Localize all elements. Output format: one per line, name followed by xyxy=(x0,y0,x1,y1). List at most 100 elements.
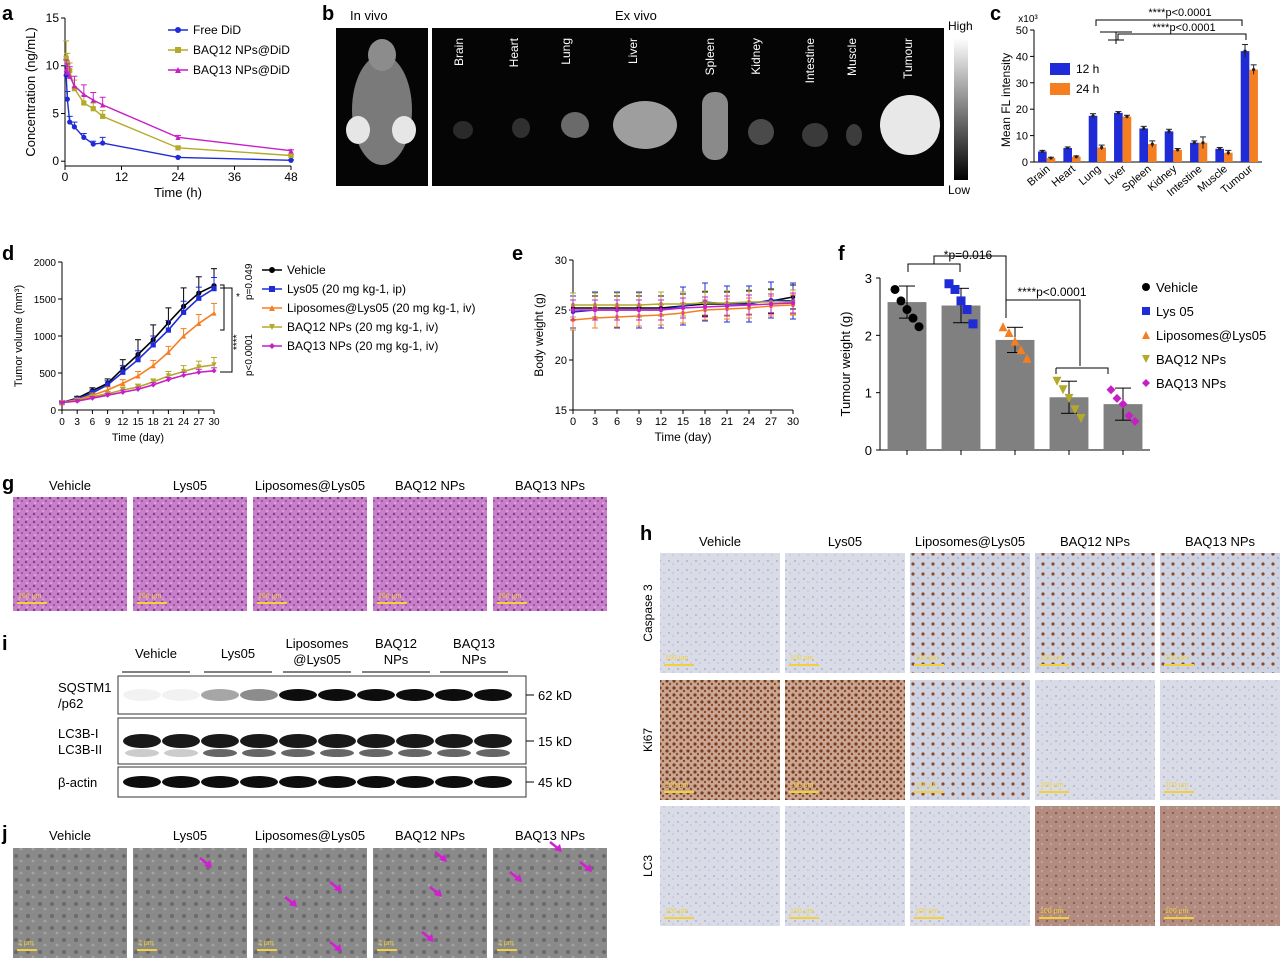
data-point xyxy=(1167,129,1171,133)
ihc-image xyxy=(910,806,1030,926)
data-point xyxy=(100,140,106,146)
data-point xyxy=(211,286,217,292)
blot-band xyxy=(125,749,159,757)
panel-label-i: i xyxy=(2,633,8,655)
scalebar-label: 100 μm xyxy=(1165,782,1189,789)
data-point xyxy=(181,333,187,339)
data-point xyxy=(1052,376,1062,386)
bar xyxy=(1038,151,1047,162)
organ-label: Muscle xyxy=(845,38,859,76)
y-tick-label: 1500 xyxy=(34,295,57,306)
x-tick-label: 6 xyxy=(90,417,96,428)
size-label: 62 kD xyxy=(538,688,572,703)
scalebar-label: 2 μm xyxy=(378,940,394,947)
data-point xyxy=(570,307,576,313)
data-point xyxy=(67,119,73,125)
group-label: Vehicle xyxy=(135,646,177,661)
data-point xyxy=(196,320,202,327)
ihc-image xyxy=(1035,553,1155,673)
y-tick-label: 10 xyxy=(1016,131,1028,143)
blot-band xyxy=(474,734,512,748)
legend-label: Liposomes@Lys05 (20 mg kg-1, iv) xyxy=(287,301,475,315)
data-point xyxy=(288,148,294,154)
x-tick-label: Brain xyxy=(1025,163,1052,189)
data-point xyxy=(702,304,708,310)
data-point xyxy=(1112,393,1122,403)
ihc-image xyxy=(660,806,780,926)
blot-band xyxy=(242,749,276,757)
legend-swatch xyxy=(1050,83,1070,95)
column-label: BAQ13 NPs xyxy=(1185,534,1256,549)
data-point xyxy=(896,296,906,306)
y-tick-label: 30 xyxy=(1016,78,1028,90)
x-tick-label: 24 xyxy=(743,416,755,428)
blot-band xyxy=(201,776,239,788)
ihc-image xyxy=(785,680,905,800)
y-tick-label: 15 xyxy=(555,405,567,417)
legend-label: Vehicle xyxy=(287,263,326,277)
column-label: Vehicle xyxy=(49,828,91,843)
organ-label: Intestine xyxy=(803,38,817,84)
data-point xyxy=(175,154,181,161)
data-point xyxy=(1218,147,1222,151)
scalebar-label: 2 μm xyxy=(18,940,34,947)
group-label: BAQ13 xyxy=(453,636,495,651)
scalebar-label: 100 μm xyxy=(1040,782,1064,789)
ex-vivo-label: Ex vivo xyxy=(615,8,657,23)
legend-label: Free DiD xyxy=(193,23,241,37)
ihc-image xyxy=(910,680,1030,800)
data-point xyxy=(962,305,972,315)
data-point xyxy=(1226,151,1230,155)
y-tick-label: 1000 xyxy=(34,332,57,343)
data-point xyxy=(135,373,141,379)
data-point xyxy=(956,296,966,306)
panel-g-he: Vehicle 100 μm Lys05 100 μm Liposomes@Lys05 1… xyxy=(13,478,607,611)
data-point xyxy=(1192,141,1196,145)
bar xyxy=(1122,116,1132,162)
he-image xyxy=(493,497,607,611)
data-point xyxy=(592,307,598,313)
y-tick-label: 5 xyxy=(52,106,59,120)
data-point xyxy=(71,86,78,92)
blot-band xyxy=(396,689,434,701)
data-point xyxy=(211,310,217,316)
data-point xyxy=(89,395,95,401)
organ-liver xyxy=(613,101,677,149)
ihc-image xyxy=(785,553,905,673)
blot-band xyxy=(435,776,473,788)
chart-e: 0 3 6 9 12 15 18 21 24 27 30 15 20 25 30 Time (day) Body… xyxy=(532,255,799,444)
data-point xyxy=(211,368,217,374)
panel-label-f: f xyxy=(838,243,845,265)
tumour-right xyxy=(392,116,416,144)
organ-lung xyxy=(561,112,589,138)
legend-marker xyxy=(175,67,181,73)
data-point xyxy=(1064,393,1074,403)
ihc-image xyxy=(660,680,780,800)
scalebar-label: 100 μm xyxy=(1040,908,1064,915)
scalebar-label: 100 μm xyxy=(665,655,689,662)
blot-band xyxy=(203,749,237,757)
data-point xyxy=(1125,114,1129,119)
scalebar-label: 100 μm xyxy=(1165,655,1189,662)
legend-label: Lys 05 xyxy=(1156,304,1194,319)
blot-band xyxy=(279,689,317,701)
data-point xyxy=(64,69,70,76)
panel-label-d: d xyxy=(2,243,14,265)
scalebar-label: 100 μm xyxy=(915,655,939,662)
column-label: Liposomes@Lys05 xyxy=(255,478,365,493)
mouse-head xyxy=(368,39,396,71)
data-point xyxy=(175,145,181,151)
blot-band xyxy=(201,734,239,748)
blot-band xyxy=(123,734,161,748)
scalebar-label: 100 μm xyxy=(258,593,282,600)
legend-marker xyxy=(269,343,275,349)
data-point xyxy=(914,322,924,332)
scale-low: Low xyxy=(948,183,970,197)
sig-label: *p=0.016 xyxy=(944,248,993,262)
sig-bracket xyxy=(1100,31,1132,44)
bar xyxy=(1240,51,1250,163)
data-point xyxy=(1058,385,1068,395)
panel-label-a: a xyxy=(2,3,14,25)
sig-label: **** xyxy=(232,334,243,350)
